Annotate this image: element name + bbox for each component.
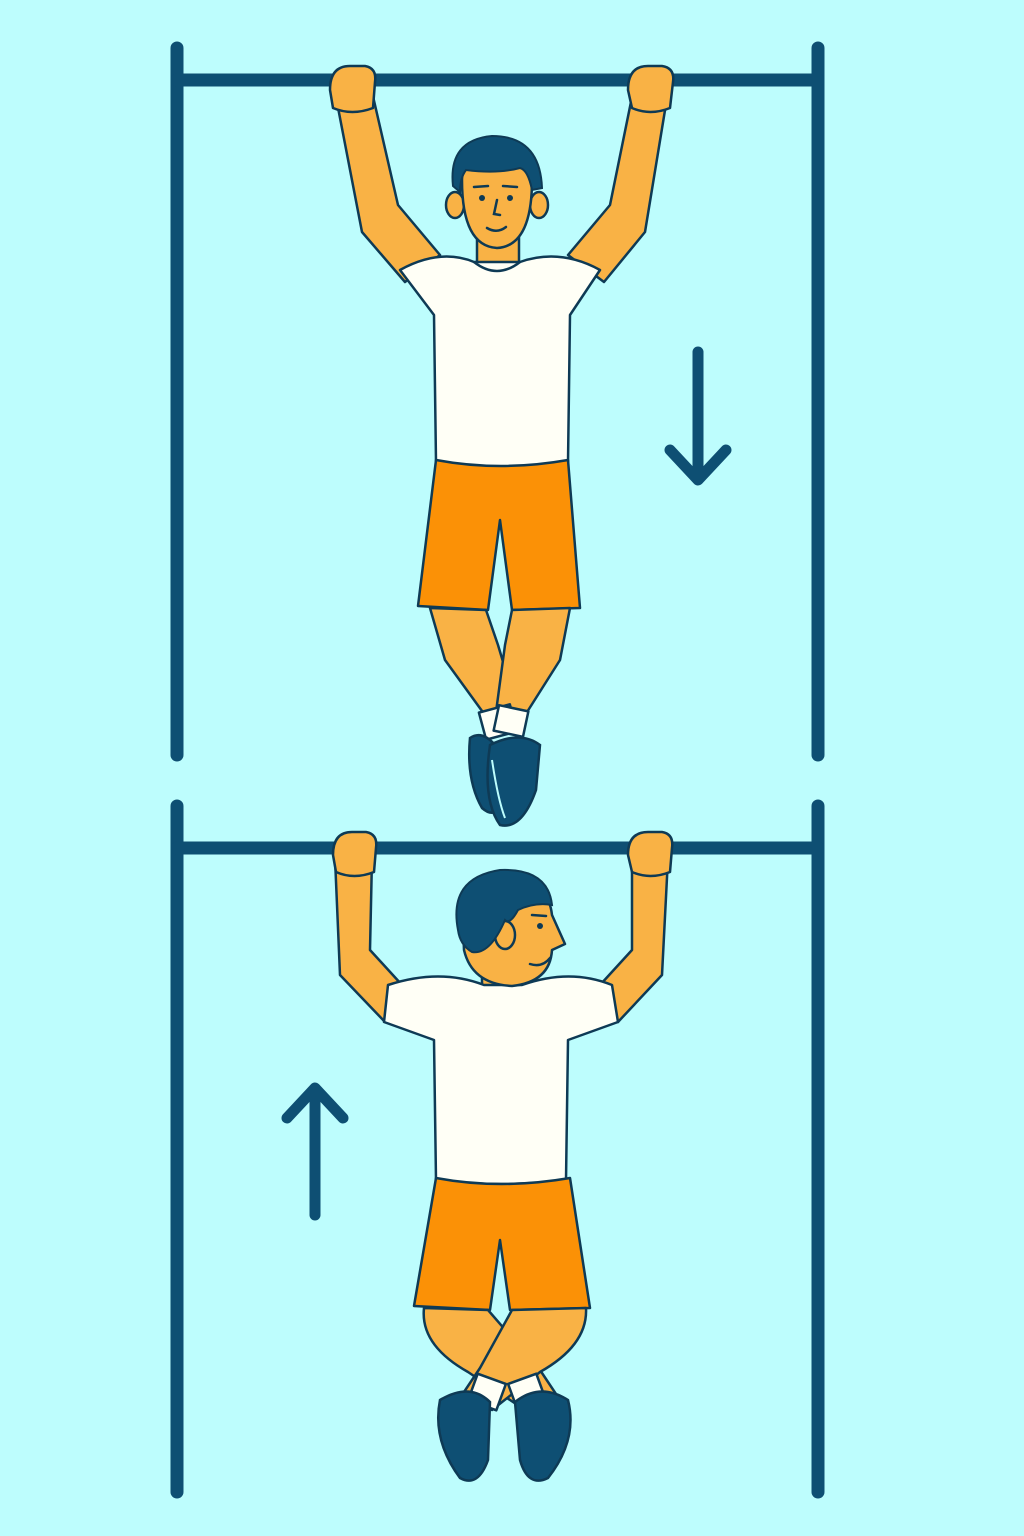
person-hanging [328, 64, 675, 827]
eyebrow [530, 913, 548, 918]
left-hand [331, 830, 378, 878]
nose [492, 198, 502, 217]
left-hand [328, 64, 377, 114]
mouth [528, 956, 552, 967]
pull-up-bar-frame-top [170, 41, 825, 762]
left-eyebrow [472, 184, 490, 189]
arrow-down-icon [664, 346, 732, 486]
collar [473, 261, 521, 273]
head-profile [455, 868, 567, 988]
bottom-panel [170, 799, 825, 1499]
head-front [444, 134, 550, 250]
shorts [412, 1176, 592, 1312]
right-hand [626, 830, 674, 878]
right-ear [528, 190, 550, 220]
right-sock [492, 703, 530, 739]
eye [537, 923, 543, 929]
right-hand [626, 64, 675, 114]
top-panel [170, 41, 825, 827]
arrow-up-icon [281, 1082, 349, 1221]
mouth [485, 225, 508, 232]
shorts [416, 458, 582, 612]
left-eye [479, 195, 485, 201]
right-eye [507, 195, 513, 201]
left-shoe [436, 1390, 492, 1482]
shoe-sole-line [491, 759, 506, 819]
right-eyebrow [501, 184, 519, 189]
pull-up-bar-frame-bottom [170, 799, 825, 1499]
person-pulled-up [331, 830, 674, 1482]
hair [451, 134, 544, 195]
left-ear [444, 190, 466, 220]
hair [455, 868, 554, 954]
right-shoe [513, 1390, 572, 1482]
